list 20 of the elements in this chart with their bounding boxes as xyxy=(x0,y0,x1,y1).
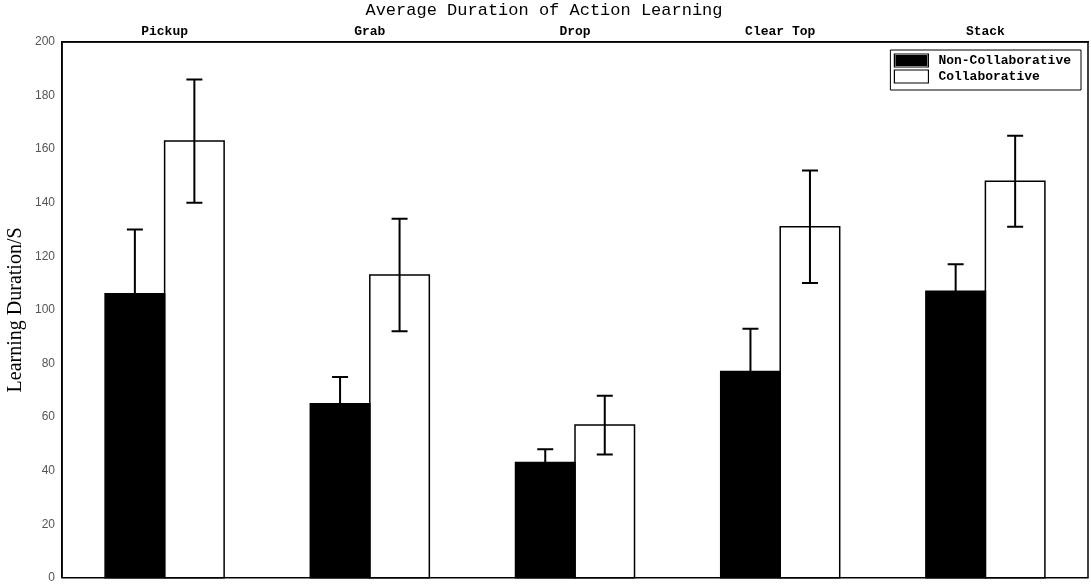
y-tick-label: 180 xyxy=(34,87,56,102)
x-tick-label: Drop xyxy=(559,24,591,40)
y-tick-label: 40 xyxy=(41,462,56,477)
y-tick-label: 0 xyxy=(48,570,56,585)
x-tick-label: Pickup xyxy=(141,24,189,40)
y-tick-label: 200 xyxy=(34,34,56,49)
legend-label: Collaborative xyxy=(938,69,1040,85)
x-tick-label: Clear Top xyxy=(745,24,816,40)
y-axis-title: Learning Duration/S xyxy=(3,227,27,393)
y-tick-label: 80 xyxy=(41,355,56,370)
y-tick-label: 140 xyxy=(34,195,56,210)
chart-title: Average Duration of Action Learning xyxy=(365,0,723,20)
y-tick-label: 100 xyxy=(34,302,56,317)
y-tick-label: 60 xyxy=(41,409,56,424)
y-tick-label: 20 xyxy=(41,516,56,531)
y-tick-label: 120 xyxy=(34,248,56,263)
y-tick-label: 160 xyxy=(34,141,56,156)
legend-label: Non-Collaborative xyxy=(938,53,1072,69)
x-tick-label: Grab xyxy=(354,24,386,40)
x-tick-label: Stack xyxy=(965,24,1006,40)
